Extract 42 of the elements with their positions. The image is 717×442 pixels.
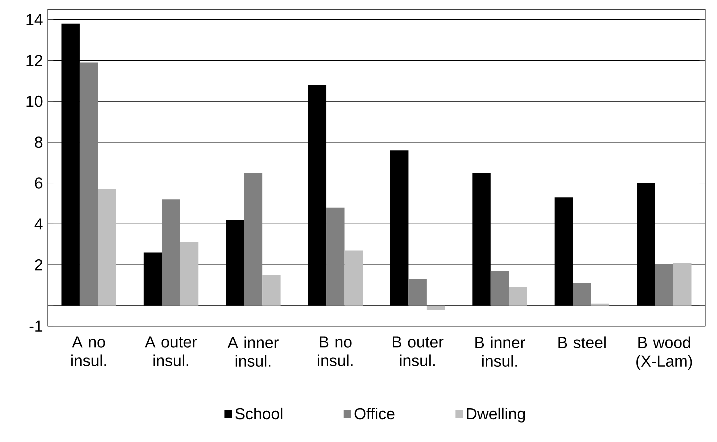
y-tick-label: 14 (26, 14, 43, 26)
y-tick-label: 12 (26, 54, 42, 66)
x-tick-label: B wood (X-Lam) (636, 336, 692, 370)
bar (655, 264, 674, 306)
bar (80, 62, 98, 306)
bar (308, 84, 327, 306)
x-tick-label: B inner insul. (476, 336, 526, 367)
bar (637, 183, 656, 306)
x-tick-label: B steel (558, 336, 606, 348)
y-tick-label: 2 (35, 259, 42, 270)
bar (144, 252, 162, 306)
x-tick-label: A inner insul. (228, 336, 279, 367)
bar (226, 220, 244, 306)
legend-label: School (236, 408, 283, 420)
bar (244, 172, 263, 306)
bar (180, 242, 199, 306)
bar (674, 262, 692, 306)
bar (408, 279, 427, 306)
x-tick-label: A outer insul. (145, 336, 198, 366)
bar (573, 283, 592, 306)
bar (472, 172, 491, 306)
bar (490, 270, 510, 306)
x-tick-label: A no insul. (72, 336, 106, 366)
bar (344, 250, 363, 306)
bar (262, 275, 281, 306)
legend-label: Office (354, 408, 395, 420)
y-tick-label: 4 (34, 218, 43, 230)
x-tick-label: B no insul. (318, 336, 353, 366)
bar (162, 199, 180, 306)
bar (98, 189, 116, 306)
y-tick-label: -1 (30, 320, 43, 332)
y-tick-label: 10 (26, 96, 43, 107)
bar (509, 287, 528, 306)
bar (62, 24, 80, 306)
bar (390, 150, 409, 306)
legend-label: Dwelling (467, 408, 526, 423)
bar (554, 197, 574, 306)
bar (426, 306, 446, 310)
y-tick-label: 8 (35, 136, 43, 148)
bar (326, 208, 345, 306)
x-tick-label: B outer insul. (393, 336, 444, 366)
y-tick-label: 6 (35, 177, 43, 189)
